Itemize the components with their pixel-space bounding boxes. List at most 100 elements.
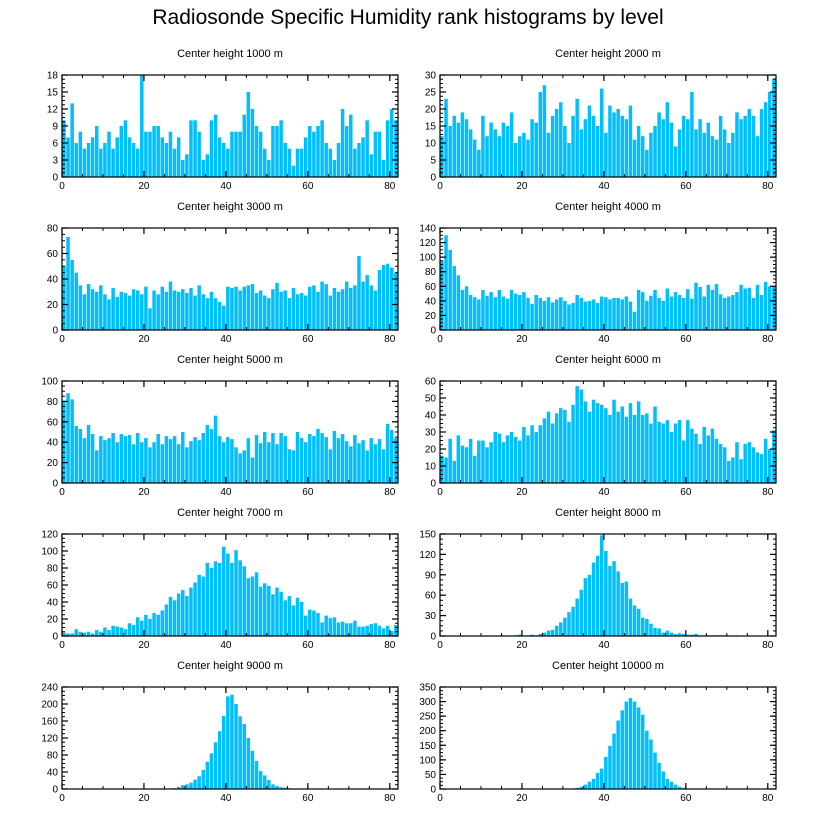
histogram-bar <box>526 435 530 483</box>
histogram-bar <box>661 119 665 177</box>
histogram-panel-10: Center height 10000 m 0 20 40 60 80 0 50 100 150 2… <box>419 660 777 804</box>
histogram-bar <box>493 297 497 330</box>
histogram-bar <box>649 295 653 330</box>
y-tick-label: 90 <box>425 570 437 581</box>
histogram-bar <box>78 131 83 177</box>
histogram-bar <box>600 768 604 789</box>
histogram-bar <box>279 120 283 177</box>
y-tick-label: 6 <box>52 139 58 150</box>
histogram-bar <box>279 433 283 483</box>
histogram-bar <box>242 566 246 636</box>
y-tick-label: 5 <box>430 156 436 167</box>
histogram-bar <box>624 581 629 636</box>
histogram-bar <box>324 615 328 636</box>
histogram-bar <box>148 619 152 636</box>
histogram-bar <box>554 625 559 636</box>
histogram-bar <box>632 311 637 330</box>
histogram-bar <box>755 136 760 177</box>
histogram-bar <box>595 403 600 483</box>
histogram-bar <box>82 148 87 177</box>
histogram-bar <box>677 295 682 330</box>
histogram-bar <box>193 120 197 177</box>
histogram-bar <box>665 630 670 636</box>
histogram-bar <box>538 92 543 177</box>
histogram-bar <box>213 561 218 636</box>
histogram-bar <box>258 290 263 330</box>
histogram-bar <box>587 411 592 483</box>
histogram-bar <box>82 438 87 483</box>
histogram-bar <box>160 137 165 177</box>
histogram-bar <box>238 716 242 789</box>
histogram-bar <box>94 291 99 330</box>
x-tick-label: 40 <box>220 793 232 804</box>
histogram-bar <box>365 275 369 330</box>
histogram-bar <box>645 730 649 789</box>
histogram-bar <box>86 631 91 636</box>
histogram-bar <box>90 137 95 177</box>
histogram-bar <box>111 625 115 636</box>
histogram-bar <box>604 756 608 789</box>
histogram-bar <box>686 420 690 483</box>
histogram-bar <box>168 281 173 330</box>
histogram-bar <box>357 143 361 177</box>
y-tick-label: 15 <box>47 88 59 99</box>
x-tick-label: 0 <box>59 487 65 498</box>
histogram-bar <box>135 433 140 483</box>
histogram-panel-7: Center height 7000 m 0 20 40 60 80 0 20 40 60 80 10… <box>41 507 399 651</box>
histogram-bar <box>250 457 255 483</box>
histogram-bar <box>127 137 132 177</box>
histogram-bar <box>591 299 596 330</box>
histogram-bar <box>271 126 275 177</box>
histogram-bar <box>739 459 743 483</box>
histogram-bar <box>90 633 95 636</box>
histogram-bar <box>669 632 674 636</box>
histogram-bar <box>369 438 374 483</box>
histogram-bar <box>70 633 74 636</box>
histogram-bar <box>710 289 715 330</box>
histogram-bar <box>681 115 686 177</box>
histogram-bar <box>608 415 612 483</box>
histogram-bar <box>381 264 386 330</box>
x-tick-label: 80 <box>762 334 774 345</box>
histogram-bar <box>181 160 185 177</box>
y-tick-label: 40 <box>47 275 59 286</box>
y-tick-label: 80 <box>425 267 437 278</box>
histogram-bar <box>554 299 559 330</box>
histogram-bar <box>571 115 575 177</box>
histogram-bar <box>164 143 169 177</box>
y-tick-label: 18 <box>47 71 59 82</box>
figure-title: Radiosonde Specific Humidity rank histog… <box>152 6 664 29</box>
histogram-bar <box>70 103 74 177</box>
histogram-bar <box>772 430 776 483</box>
histogram-bar <box>460 445 465 483</box>
histogram-bar <box>481 115 485 177</box>
histogram-bar <box>628 301 633 330</box>
histogram-bar <box>632 139 637 177</box>
histogram-bar <box>587 300 592 330</box>
histogram-bar <box>636 126 641 177</box>
y-tick-label: 80 <box>47 564 59 575</box>
histogram-bar <box>201 769 206 790</box>
y-tick-label: 0 <box>52 632 58 643</box>
y-tick-label: 30 <box>425 71 437 82</box>
histogram-bar <box>620 115 624 177</box>
histogram-bar <box>608 745 612 789</box>
histogram-bar <box>768 92 772 177</box>
histogram-bar <box>468 438 473 483</box>
histogram-bar <box>677 420 682 483</box>
histogram-bar <box>649 623 653 636</box>
histogram-bar <box>616 109 620 177</box>
histogram-bar <box>201 433 206 483</box>
histogram-bar <box>152 442 156 483</box>
histogram-bar <box>312 610 316 636</box>
histogram-bar <box>497 289 502 330</box>
y-tick-label: 100 <box>419 755 436 766</box>
histogram-bar <box>624 296 629 330</box>
histogram-bar <box>222 715 226 789</box>
x-tick-label: 40 <box>220 181 232 192</box>
histogram-bar <box>181 432 185 483</box>
histogram-bar <box>365 450 369 483</box>
histogram-bar <box>472 139 477 177</box>
histogram-bar <box>62 632 66 636</box>
